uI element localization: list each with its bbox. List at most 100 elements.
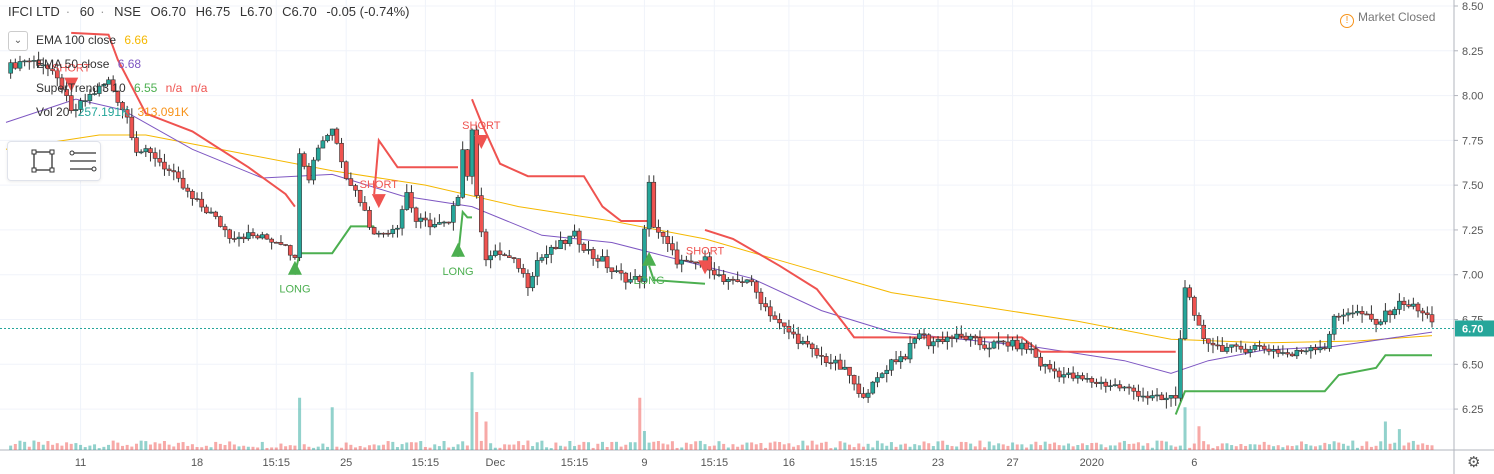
volume-bar (293, 445, 297, 450)
signal-label: LONG (279, 284, 310, 296)
candle-body (744, 279, 750, 283)
candle-body (753, 281, 759, 293)
candle (949, 334, 955, 348)
volume-bar (1323, 442, 1327, 450)
volume-bar (400, 444, 404, 450)
candles (8, 51, 1435, 409)
price-axis[interactable]: 6.256.506.757.007.257.507.758.008.258.50… (1454, 1, 1494, 416)
candle-body (390, 228, 396, 234)
volume-bar (600, 441, 604, 450)
volume-bar (1141, 445, 1145, 450)
x-tick-label: 27 (1006, 457, 1018, 469)
candle-body (413, 207, 419, 222)
candle-body (432, 223, 438, 228)
candle-body (781, 322, 787, 327)
volume-bar (1039, 445, 1043, 450)
candle (218, 215, 223, 228)
candle-body (562, 239, 568, 244)
legend-volume[interactable]: Vol 20 257.191K 313.091K (36, 105, 194, 119)
candle (311, 157, 316, 185)
candle-body (1150, 395, 1155, 399)
candle (637, 274, 643, 289)
candle (1392, 306, 1398, 319)
candle (1028, 342, 1034, 354)
candle (805, 335, 810, 348)
volume-bar (111, 440, 115, 450)
candle (120, 100, 125, 119)
volume-bar (903, 443, 907, 450)
volume-bar (894, 446, 898, 450)
candle-body (1289, 353, 1295, 357)
legend-ema100[interactable]: EMA 100 close 6.66 (36, 33, 153, 47)
y-tick-label: 7.00 (1462, 270, 1483, 282)
candle-body (1401, 300, 1407, 305)
symbol-name[interactable]: IFCI LTD (8, 4, 60, 19)
time-axis[interactable]: 11 18 15:15 25 15:15 Dec 15:15 9 15:15 16 15:15 23 2… (75, 457, 1198, 469)
volume-bar (1136, 442, 1140, 450)
volume-bar (526, 440, 530, 450)
candle (1150, 390, 1155, 401)
fib-tool-icon[interactable] (69, 150, 97, 172)
candle (614, 265, 619, 274)
candle-body (525, 273, 531, 289)
candle (297, 148, 302, 262)
settings-gear-icon[interactable]: ⚙ (1467, 454, 1481, 471)
volume-bar (162, 440, 166, 450)
volume-bar (1127, 443, 1131, 450)
supertrend-segment (71, 31, 296, 208)
volume-bar (1416, 444, 1420, 450)
candle (749, 275, 754, 286)
candle (250, 228, 256, 239)
legend-ema50[interactable]: EMA 50 close 6.68 (36, 57, 146, 71)
candle-body (404, 192, 410, 210)
volume-bar (214, 441, 218, 450)
x-tick-label: 9 (641, 457, 647, 469)
candle (548, 244, 554, 264)
candle-body (1206, 338, 1211, 344)
candle (982, 337, 987, 351)
volume-bar (1365, 441, 1369, 450)
candle-body (348, 178, 354, 186)
candle-body (376, 232, 382, 235)
legend-supertrend[interactable]: SuperTrend 3 10 6.55 n/a n/a (36, 81, 212, 95)
volume-bar (1113, 445, 1117, 450)
volume-bar (1011, 442, 1015, 450)
candle-body (963, 335, 969, 340)
volume-bar (1188, 447, 1192, 450)
candle-body (227, 229, 232, 239)
volume-bar (796, 445, 800, 450)
x-tick-label: 15:15 (850, 457, 878, 469)
candle (1126, 383, 1132, 395)
candle (1215, 336, 1220, 350)
volume-bar (1053, 442, 1057, 450)
candle (1140, 387, 1146, 402)
volume-bar (708, 446, 712, 450)
candle-body (1024, 342, 1029, 350)
candle (842, 359, 848, 371)
rectangle-tool-icon[interactable] (31, 149, 55, 173)
candle (129, 108, 135, 141)
candle-body (194, 198, 200, 200)
candle-body (1373, 318, 1379, 325)
candle-body (110, 79, 116, 92)
candle-body (120, 102, 125, 110)
candle-body (483, 231, 489, 261)
candle (646, 175, 652, 237)
candle (348, 172, 354, 186)
candle-body (283, 244, 288, 246)
volume-bar (945, 444, 949, 450)
volume-bar (391, 441, 395, 450)
volume-bar (260, 441, 264, 450)
volume-bar (55, 443, 59, 450)
volume-bar (489, 443, 493, 450)
candle-body (614, 270, 619, 273)
candle (1038, 352, 1043, 371)
candle (1280, 345, 1286, 356)
candle (1042, 363, 1048, 374)
volume-bar (722, 443, 726, 450)
candle-body (1415, 303, 1421, 312)
signal-label: SHORT (360, 179, 399, 191)
candle (1257, 340, 1262, 351)
collapse-legend-button[interactable]: ⌄ (8, 31, 28, 51)
